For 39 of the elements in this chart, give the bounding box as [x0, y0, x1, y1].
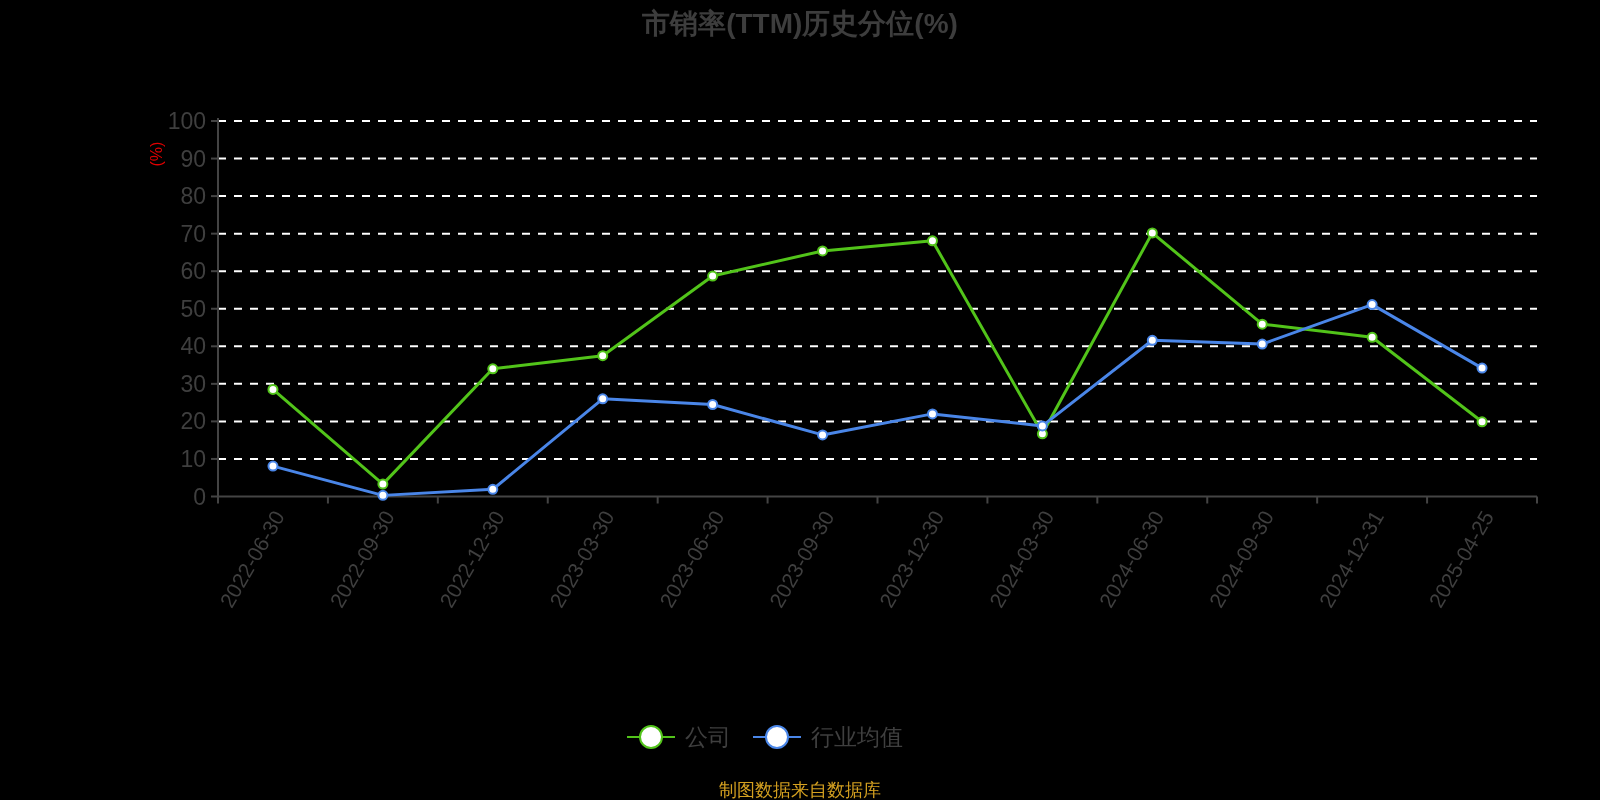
point [377, 489, 389, 501]
point [1256, 338, 1268, 350]
point [377, 478, 389, 490]
point [1256, 318, 1268, 330]
y-tick-label: 60 [180, 258, 206, 285]
y-tick-label: 50 [180, 295, 206, 322]
point [597, 350, 609, 362]
legend-label: 行业均值 [811, 724, 903, 750]
y-tick-label: 90 [180, 145, 206, 172]
point [487, 483, 499, 495]
point [1366, 331, 1378, 343]
point [487, 363, 499, 375]
point [1146, 334, 1158, 346]
y-axis-title: (%) [147, 141, 165, 167]
point [597, 393, 609, 405]
point [707, 270, 719, 282]
point [926, 235, 938, 247]
point [1146, 227, 1158, 239]
y-tick-label: 30 [180, 370, 206, 397]
point [1476, 362, 1488, 374]
point [817, 429, 829, 441]
text: 制图数据来自数据库 [719, 780, 881, 800]
y-tick-label: 40 [180, 333, 206, 360]
y-tick-label: 70 [180, 220, 206, 247]
point [1036, 420, 1048, 432]
y-tick-label: 100 [167, 108, 206, 134]
point [267, 460, 279, 472]
point [926, 408, 938, 420]
point [817, 245, 829, 257]
point [707, 399, 719, 410]
y-tick-label: 20 [180, 408, 206, 435]
point [1366, 299, 1378, 311]
y-tick-label: 80 [180, 183, 206, 210]
y-tick-label: 0 [193, 483, 206, 510]
point [1476, 416, 1488, 428]
point [267, 383, 279, 395]
legend-label: 公司 [685, 724, 731, 750]
y-tick-label: 10 [180, 445, 206, 472]
chart-title: 市销率(TTM)历史分位(%) [641, 7, 958, 39]
